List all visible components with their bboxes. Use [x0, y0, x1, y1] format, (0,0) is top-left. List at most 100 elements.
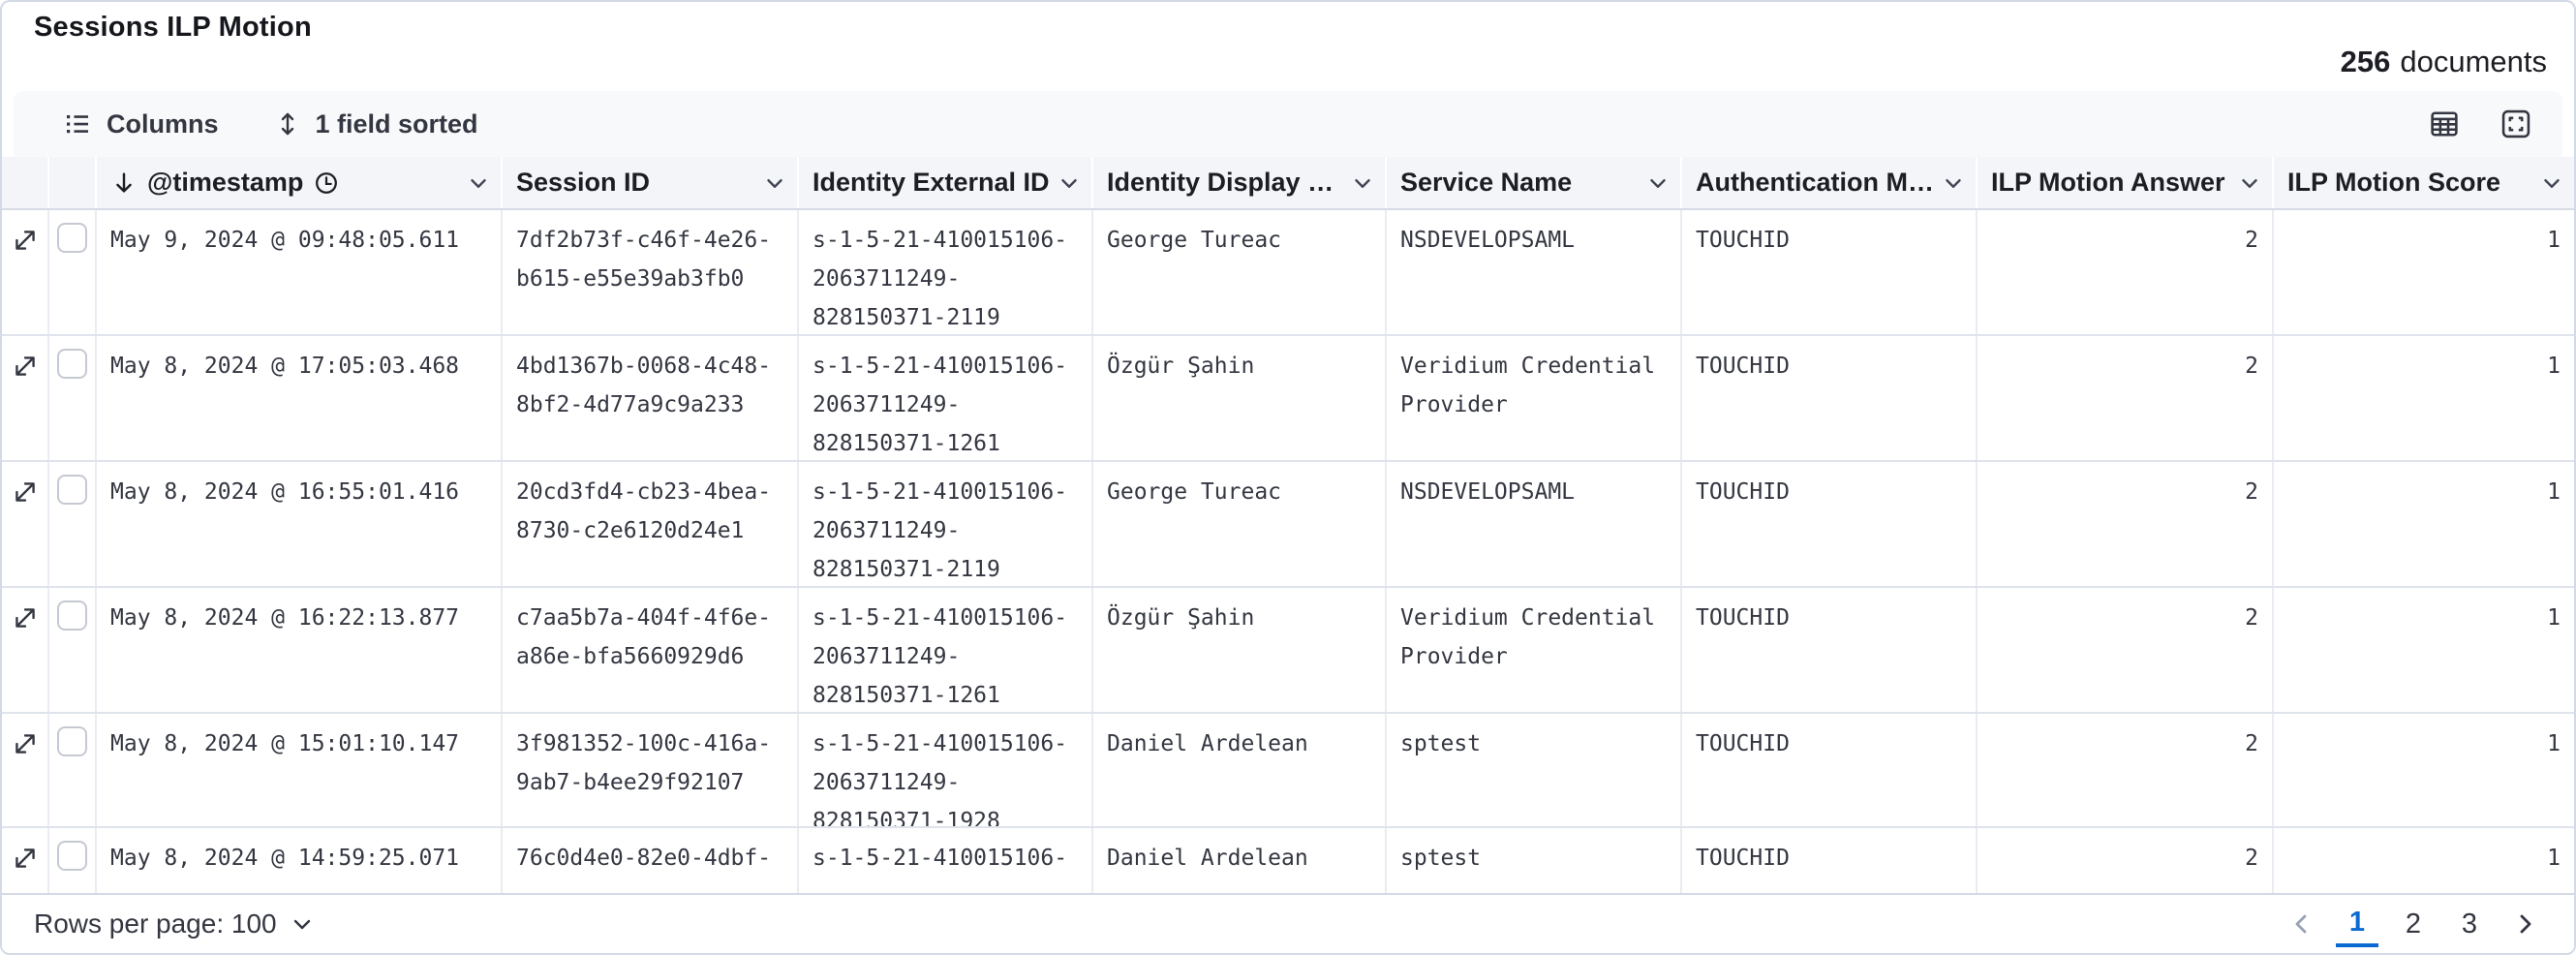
- cell-identity-external-id: s-1-5-21-410015106-2063711249-828150371-…: [799, 210, 1093, 334]
- sorted-fields-label: 1 field sorted: [315, 108, 478, 139]
- cell-service-name: NSDEVELOPSAML: [1387, 210, 1682, 334]
- page-button-1[interactable]: 1: [2336, 901, 2378, 947]
- cell-session-id: 20cd3fd4-cb23-4bea-8730-c2e6120d24e1: [503, 462, 799, 586]
- expand-row-button[interactable]: [11, 844, 40, 873]
- page-button-3[interactable]: 3: [2448, 901, 2491, 947]
- expand-icon: [11, 729, 40, 758]
- table-row: May 8, 2024 @ 14:59:25.071 76c0d4e0-82e0…: [2, 828, 2574, 893]
- expand-row-button[interactable]: [11, 603, 40, 632]
- cell-identity-display-name: Özgür Şahin: [1093, 336, 1387, 460]
- expand-row-button[interactable]: [11, 226, 40, 255]
- expand-row-button[interactable]: [11, 352, 40, 381]
- column-header-label: Session ID: [516, 168, 651, 197]
- columns-button[interactable]: Columns: [62, 108, 219, 139]
- cell-ilp-motion-answer: 2: [1978, 714, 2274, 826]
- column-header-ilp-motion-score[interactable]: ILP Motion Score: [2274, 157, 2574, 208]
- header-select-column: [49, 157, 97, 208]
- table-row: May 8, 2024 @ 16:22:13.877 c7aa5b7a-404f…: [2, 588, 2574, 714]
- document-count-value: 256: [2340, 45, 2391, 78]
- display-options-button[interactable]: [2427, 107, 2462, 141]
- row-checkbox[interactable]: [57, 349, 87, 379]
- chevron-down-icon: [289, 910, 316, 938]
- rows-per-page-button[interactable]: Rows per page: 100: [34, 909, 316, 940]
- table-row: May 8, 2024 @ 15:01:10.147 3f981352-100c…: [2, 714, 2574, 828]
- cell-ilp-motion-score: 1: [2547, 228, 2561, 253]
- row-checkbox[interactable]: [57, 475, 87, 505]
- expand-row-button[interactable]: [11, 478, 40, 507]
- chevron-down-icon[interactable]: [466, 170, 491, 196]
- column-header-timestamp[interactable]: @timestamp: [97, 157, 503, 208]
- chevron-down-icon[interactable]: [1645, 170, 1671, 196]
- table-density-icon: [2427, 107, 2462, 141]
- chevron-down-icon[interactable]: [1941, 170, 1966, 196]
- chevron-down-icon[interactable]: [2237, 170, 2262, 196]
- expand-icon: [11, 478, 40, 507]
- column-header-identity-external-id[interactable]: Identity External ID: [799, 157, 1093, 208]
- cell-service-name: NSDEVELOPSAML: [1387, 462, 1682, 586]
- cell-ilp-motion-answer: 2: [1978, 210, 2274, 334]
- cell-service-name: sptest: [1387, 714, 1682, 826]
- column-header-identity-display-name[interactable]: Identity Display Na…: [1093, 157, 1387, 208]
- sorted-fields-button[interactable]: 1 field sorted: [273, 109, 478, 139]
- next-page-button[interactable]: [2504, 909, 2545, 939]
- chevron-down-icon[interactable]: [1350, 170, 1375, 196]
- cell-identity-display-name: Daniel Ardelean: [1093, 828, 1387, 893]
- chevron-down-icon[interactable]: [762, 170, 787, 196]
- chevron-right-icon: [2510, 909, 2539, 939]
- column-header-authentication-method[interactable]: Authentication Met…: [1682, 157, 1978, 208]
- column-header-service-name[interactable]: Service Name: [1387, 157, 1682, 208]
- fullscreen-button[interactable]: [2499, 107, 2533, 141]
- column-header-label: ILP Motion Answer: [1991, 168, 2225, 197]
- cell-session-id: c7aa5b7a-404f-4f6e-a86e-bfa5660929d6: [503, 588, 799, 712]
- expand-icon: [11, 603, 40, 632]
- cell-ilp-motion-answer: 2: [1978, 462, 2274, 586]
- cell-identity-external-id: s-1-5-21-410015106-2063711249-828150371-…: [799, 462, 1093, 586]
- cell-ilp-motion-answer: 2: [1978, 336, 2274, 460]
- chevron-left-icon: [2287, 909, 2316, 939]
- table-footer: Rows per page: 100 1 2 3: [2, 893, 2574, 953]
- cell-session-id: 76c0d4e0-82e0-4dbf-: [503, 828, 799, 893]
- cell-auth-method: TOUCHID: [1682, 462, 1978, 586]
- expand-icon: [11, 226, 40, 255]
- chevron-down-icon[interactable]: [1057, 170, 1082, 196]
- row-checkbox[interactable]: [57, 841, 87, 871]
- cell-identity-display-name: Özgür Şahin: [1093, 588, 1387, 712]
- cell-identity-display-name: George Tureac: [1093, 210, 1387, 334]
- cell-session-id: 7df2b73f-c46f-4e26-b615-e55e39ab3fb0: [503, 210, 799, 334]
- cell-identity-external-id: s-1-5-21-410015106-2063711249-828150371-…: [799, 714, 1093, 826]
- rows-per-page-label: Rows per page: 100: [34, 909, 277, 939]
- cell-service-name: Veridium Credential Provider: [1387, 336, 1682, 460]
- cell-identity-display-name: George Tureac: [1093, 462, 1387, 586]
- row-checkbox[interactable]: [57, 223, 87, 253]
- cell-session-id: 3f981352-100c-416a-9ab7-b4ee29f92107: [503, 714, 799, 826]
- column-header-label: ILP Motion Score: [2287, 168, 2501, 197]
- sort-vertical-icon: [273, 109, 302, 139]
- fullscreen-icon: [2499, 107, 2533, 141]
- cell-timestamp: May 8, 2024 @ 15:01:10.147: [97, 714, 503, 826]
- datagrid-toolbar: Columns 1 field sorted: [14, 91, 2562, 157]
- column-header-label: Service Name: [1400, 168, 1573, 197]
- expand-icon: [11, 352, 40, 381]
- cell-timestamp: May 8, 2024 @ 17:05:03.468: [97, 336, 503, 460]
- cell-auth-method: TOUCHID: [1682, 714, 1978, 826]
- table-body: May 9, 2024 @ 09:48:05.611 7df2b73f-c46f…: [2, 210, 2574, 893]
- row-checkbox[interactable]: [57, 601, 87, 631]
- column-header-ilp-motion-answer[interactable]: ILP Motion Answer: [1978, 157, 2274, 208]
- cell-timestamp: May 8, 2024 @ 16:22:13.877: [97, 588, 503, 712]
- cell-service-name: sptest: [1387, 828, 1682, 893]
- cell-identity-external-id: s-1-5-21-410015106-: [799, 828, 1093, 893]
- cell-service-name: Veridium Credential Provider: [1387, 588, 1682, 712]
- chevron-down-icon[interactable]: [2539, 170, 2564, 196]
- cell-ilp-motion-score: 1: [2547, 731, 2561, 756]
- cell-identity-external-id: s-1-5-21-410015106-2063711249-828150371-…: [799, 588, 1093, 712]
- previous-page-button[interactable]: [2282, 909, 2322, 939]
- row-checkbox[interactable]: [57, 726, 87, 756]
- column-header-session-id[interactable]: Session ID: [503, 157, 799, 208]
- cell-ilp-motion-answer: 2: [1978, 588, 2274, 712]
- column-header-label: @timestamp: [147, 168, 304, 197]
- page-title: Sessions ILP Motion: [34, 12, 312, 43]
- expand-row-button[interactable]: [11, 729, 40, 758]
- page-button-2[interactable]: 2: [2392, 901, 2435, 947]
- cell-timestamp: May 8, 2024 @ 16:55:01.416: [97, 462, 503, 586]
